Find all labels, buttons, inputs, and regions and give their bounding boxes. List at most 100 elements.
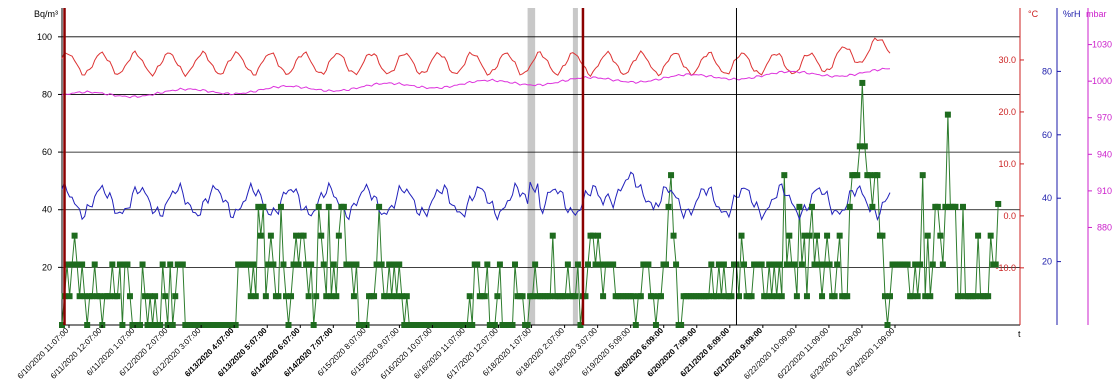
- radon-point: [995, 200, 1002, 207]
- axis-unit-labels: Bq/m³ °C %rH mbar t: [34, 9, 1107, 339]
- humidity-axis-unit: %rH: [1063, 9, 1081, 19]
- radon-point: [252, 293, 259, 300]
- radon-point: [350, 293, 357, 300]
- radon-point: [245, 261, 252, 268]
- radon-point: [887, 293, 893, 300]
- radon-point: [781, 172, 788, 179]
- radon-point: [791, 261, 798, 268]
- humidity-tick-label: 40: [1042, 193, 1052, 203]
- pressure-tick-label: 970: [1097, 113, 1112, 123]
- radon-point: [282, 293, 289, 300]
- radon-point: [713, 293, 720, 300]
- radon-points: [59, 79, 1002, 328]
- radon-point: [373, 261, 380, 268]
- radon-point: [484, 261, 491, 268]
- radon-point: [766, 261, 773, 268]
- vertical-markers: [63, 8, 737, 325]
- radon-point: [106, 293, 113, 300]
- radon-point: [474, 261, 481, 268]
- radon-point: [869, 203, 876, 210]
- radon-point: [333, 293, 340, 300]
- radon-point: [808, 203, 815, 210]
- x-tick-labels: 6/10/2020 11:07:006/11/2020 12:07:006/11…: [16, 325, 897, 381]
- radon-point: [529, 293, 536, 300]
- radon-point: [678, 322, 685, 328]
- radon-point: [718, 293, 725, 300]
- radon-point: [265, 261, 272, 268]
- humidity-tick-label: 80: [1042, 66, 1052, 76]
- radon-point: [275, 293, 282, 300]
- radon-point: [481, 293, 488, 300]
- radon-point: [277, 203, 284, 210]
- radon-point: [600, 293, 607, 300]
- humidity-tick-label: 60: [1042, 130, 1052, 140]
- humidity-tick-label: 20: [1042, 257, 1052, 267]
- radon-point: [705, 293, 712, 300]
- radon-point: [547, 293, 554, 300]
- radon-point: [167, 261, 174, 268]
- radon-point: [172, 293, 179, 300]
- radon-point: [632, 322, 639, 328]
- data-gap-band-0: [527, 8, 536, 325]
- radon-point: [929, 261, 936, 268]
- radon-point: [403, 293, 410, 300]
- radon-point: [798, 261, 805, 268]
- radon-point: [834, 261, 841, 268]
- radon-point: [821, 261, 828, 268]
- radon-point: [179, 261, 186, 268]
- radon-point: [793, 293, 800, 300]
- radon-point: [79, 261, 86, 268]
- radon-point: [574, 261, 581, 268]
- radon-point: [320, 261, 327, 268]
- radon-point: [159, 261, 166, 268]
- radon-point: [152, 293, 159, 300]
- radon-point: [904, 261, 911, 268]
- radon-point: [340, 203, 347, 210]
- radon-point: [811, 261, 818, 268]
- temperature-tick-label: 30.0: [998, 55, 1016, 65]
- radon-point: [582, 293, 589, 300]
- radon-point: [257, 232, 264, 239]
- radon-point: [856, 143, 863, 150]
- radon-point: [66, 293, 73, 300]
- radon-point: [303, 261, 310, 268]
- radon-point: [975, 232, 982, 239]
- radon-point: [255, 203, 262, 210]
- radon-point: [84, 322, 91, 328]
- radon-point: [469, 322, 476, 328]
- radon-point: [786, 232, 793, 239]
- radon-point: [859, 79, 866, 86]
- radon-point: [114, 293, 121, 300]
- radon-point: [376, 203, 383, 210]
- radon-point: [972, 293, 979, 300]
- radon-point: [109, 261, 116, 268]
- pressure-tick-label: 910: [1097, 186, 1112, 196]
- radon-point: [330, 261, 337, 268]
- pressure-tick-label: 1000: [1092, 76, 1112, 86]
- radon-point: [308, 261, 315, 268]
- tick-labels: 20 40 60 80 100 -10.0 0.0 10.0 20.0 30.0 20 40 60 80 8…: [37, 32, 1112, 273]
- radon-point: [494, 293, 501, 300]
- radon-point: [169, 322, 176, 328]
- radon-point: [937, 232, 944, 239]
- radon-point: [939, 261, 946, 268]
- radon-point: [584, 261, 591, 268]
- radon-point: [71, 232, 78, 239]
- radon-point: [884, 322, 891, 328]
- radon-point: [157, 322, 164, 328]
- radon-point: [260, 203, 267, 210]
- radon-point: [854, 172, 861, 179]
- radon-point: [142, 293, 149, 300]
- radon-point: [519, 293, 526, 300]
- radon-point: [708, 261, 715, 268]
- radon-point: [771, 261, 778, 268]
- radon-point: [391, 261, 398, 268]
- radon-point: [149, 322, 156, 328]
- radon-point: [491, 322, 498, 328]
- radon-point: [250, 261, 257, 268]
- radon-point: [383, 293, 390, 300]
- radon-point: [318, 232, 325, 239]
- radon-point: [144, 322, 151, 328]
- radon-point: [295, 261, 302, 268]
